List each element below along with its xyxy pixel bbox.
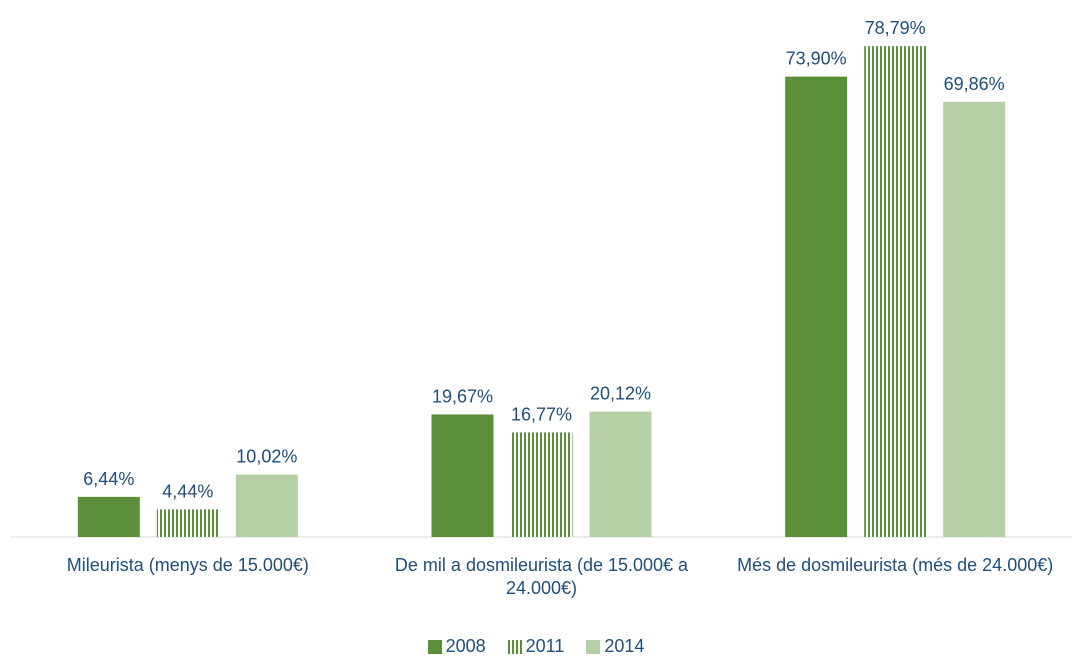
- data-label: 19,67%: [432, 386, 493, 406]
- legend-swatch: [586, 639, 601, 654]
- legend-swatch-box: [507, 639, 522, 654]
- bar: [864, 46, 927, 537]
- data-label: 4,44%: [162, 481, 213, 501]
- data-label: 20,12%: [590, 384, 651, 404]
- data-label: 78,79%: [865, 18, 926, 38]
- legend-swatch-box: [427, 639, 442, 654]
- bar: [431, 414, 494, 537]
- data-label: 73,90%: [786, 49, 847, 69]
- legend-swatch: [427, 639, 442, 654]
- legend-item: 2011: [507, 636, 565, 657]
- legend-label: 2011: [525, 636, 565, 656]
- data-label: 6,44%: [83, 469, 134, 489]
- bar: [156, 509, 219, 537]
- legend-item: 2014: [586, 636, 644, 657]
- x-tick-label: Més de dosmileurista (més de 24.000€): [737, 555, 1054, 575]
- legend-swatch-box: [586, 639, 601, 654]
- bar: [235, 474, 298, 537]
- bar: [589, 411, 652, 537]
- bar: [510, 432, 573, 537]
- legend-item: 2008: [427, 636, 486, 657]
- x-tick-label: De mil a dosmileurista (de 15.000€ a 24.…: [394, 555, 689, 598]
- data-label: 16,77%: [511, 405, 572, 425]
- legend-label: 2014: [604, 636, 645, 656]
- data-label: 10,02%: [236, 447, 297, 467]
- legend: 2008 2011 2014: [0, 636, 1072, 657]
- data-label: 69,86%: [944, 74, 1005, 94]
- legend-label: 2008: [445, 636, 486, 656]
- legend-swatch: [507, 639, 522, 654]
- bar: [77, 496, 140, 537]
- bar: [943, 101, 1006, 537]
- x-tick-label: Mileurista (menys de 15.000€): [66, 555, 309, 575]
- bar: [785, 76, 848, 537]
